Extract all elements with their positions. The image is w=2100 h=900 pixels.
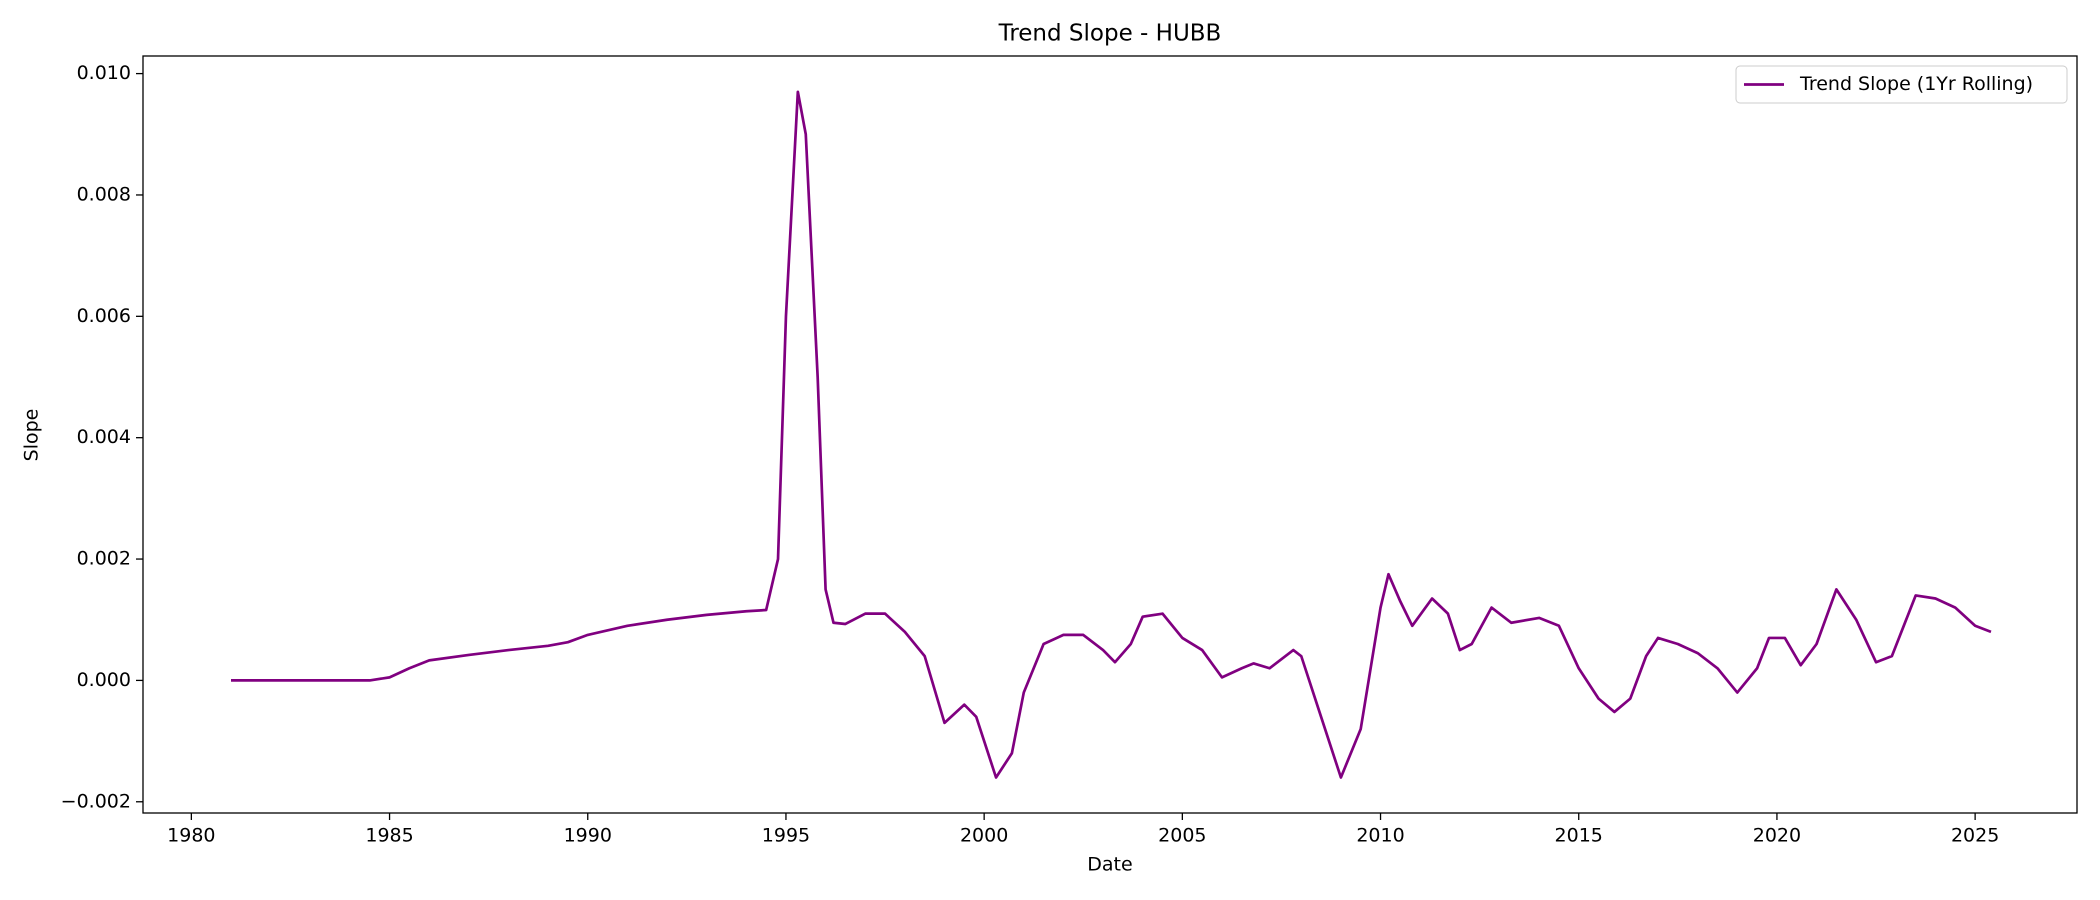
legend: Trend Slope (1Yr Rolling) (1735, 65, 2068, 104)
x-tick-label: 2005 (1158, 825, 1206, 847)
y-axis-label: Slope (21, 409, 43, 462)
legend-box (1735, 65, 2068, 104)
line-series (231, 90, 1992, 779)
x-tick-label: 1990 (564, 825, 612, 847)
x-tick-label: 2015 (1555, 825, 1603, 847)
x-tick-label: 2010 (1356, 825, 1404, 847)
y-tick-label: 0.000 (77, 669, 131, 691)
x-tick-label: 2000 (960, 825, 1008, 847)
y-tick-label: 0.010 (77, 62, 131, 84)
legend-label: Trend Slope (1Yr Rolling) (1799, 73, 2033, 95)
y-tick-label: 0.002 (77, 548, 131, 570)
x-tick-label: 1980 (167, 825, 215, 847)
y-tick-label: −0.002 (61, 790, 131, 812)
x-axis-label: Date (1087, 854, 1132, 876)
x-tick-label: 1985 (365, 825, 413, 847)
plot-frame (142, 55, 2078, 814)
y-tick-label: 0.008 (77, 183, 131, 205)
x-tick-label: 2025 (1951, 825, 1999, 847)
y-tick-label: 0.006 (77, 305, 131, 327)
x-tick-label: 1995 (762, 825, 810, 847)
x-tick-label: 2020 (1753, 825, 1801, 847)
chart-title: Trend Slope - HUBB (998, 21, 1222, 47)
y-tick-label: 0.004 (77, 426, 131, 448)
